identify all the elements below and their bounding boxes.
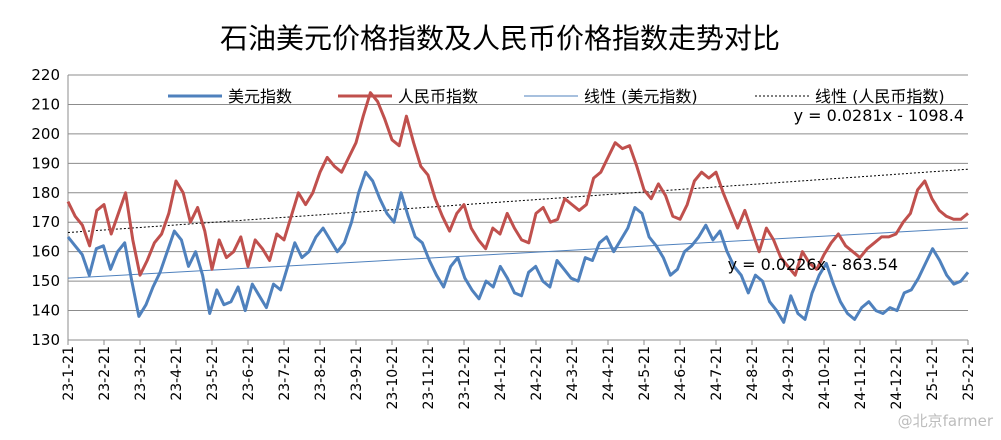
y-tick-label: 150 (31, 272, 60, 290)
x-tick-label: 24-12-21 (889, 346, 905, 410)
legend-cny-trend-label: 线性 (人民币指数) (815, 87, 945, 106)
x-tick-label: 24-1-21 (493, 346, 509, 401)
x-tick-label: 24-4-21 (601, 346, 617, 401)
chart-title: 石油美元价格指数及人民币价格指数走势对比 (220, 22, 780, 55)
cny-index-line (66, 91, 969, 277)
x-tick-label: 24-5-21 (637, 346, 653, 401)
y-tick-label: 200 (31, 125, 60, 143)
x-tick-label: 24-3-21 (565, 346, 581, 401)
y-axis-ticks: 130 140 150 160 170 180 190 200 210 220 (31, 66, 60, 349)
cny-trend-equation: y = 0.0281x - 1098.4 (794, 106, 964, 125)
x-tick-label: 23-5-21 (205, 346, 221, 401)
legend-cny-index-label: 人民币指数 (398, 87, 478, 106)
x-tick-label: 23-11-21 (421, 346, 437, 410)
y-tick-label: 130 (31, 331, 60, 349)
y-tick-label: 170 (31, 213, 60, 231)
x-tick-label: 24-9-21 (781, 346, 797, 401)
watermark: @北京farmer (898, 412, 994, 430)
x-tick-label: 24-7-21 (709, 346, 725, 401)
x-tick-label: 23-3-21 (133, 346, 149, 401)
y-tick-label: 160 (31, 243, 60, 261)
legend-usd-index-label: 美元指数 (228, 87, 292, 106)
x-tick-label: 25-1-21 (925, 346, 941, 401)
x-tick-label: 24-11-21 (853, 346, 869, 410)
x-tick-label: 24-8-21 (745, 346, 761, 401)
x-tick-label: 23-7-21 (277, 346, 293, 401)
legend-usd-trend-label: 线性 (美元指数) (584, 87, 698, 106)
usd-trend-equation: y = 0.0226x - 863.54 (728, 255, 898, 274)
legend: 美元指数 人民币指数 线性 (美元指数) 线性 (人民币指数) (168, 87, 945, 106)
usd-trendline (67, 227, 969, 279)
y-tick-label: 140 (31, 302, 60, 320)
x-tick-label: 24-10-21 (817, 346, 833, 410)
x-tick-label: 23-8-21 (313, 346, 329, 401)
usd-index-line (66, 170, 970, 324)
x-tick-label: 23-9-21 (349, 346, 365, 401)
x-tick-label: 23-2-21 (97, 346, 113, 401)
y-tick-label: 210 (31, 95, 60, 113)
x-axis-ticks: 23-1-21 23-2-21 23-3-21 23-4-21 23-5-21 23-6-… (61, 340, 977, 410)
y-tick-label: 220 (31, 66, 60, 84)
y-tick-label: 190 (31, 154, 60, 172)
x-tick-label: 24-2-21 (529, 346, 545, 401)
x-tick-label: 23-1-21 (61, 346, 77, 401)
x-tick-label: 23-4-21 (169, 346, 185, 401)
x-tick-label: 25-2-21 (961, 346, 977, 401)
x-tick-label: 23-6-21 (241, 346, 257, 401)
grid-lines (67, 74, 968, 341)
x-tick-label: 23-12-21 (457, 346, 473, 410)
series-group (66, 91, 970, 324)
x-tick-label: 24-6-21 (673, 346, 689, 401)
y-tick-label: 180 (31, 184, 60, 202)
x-tick-label: 23-10-21 (385, 346, 401, 410)
